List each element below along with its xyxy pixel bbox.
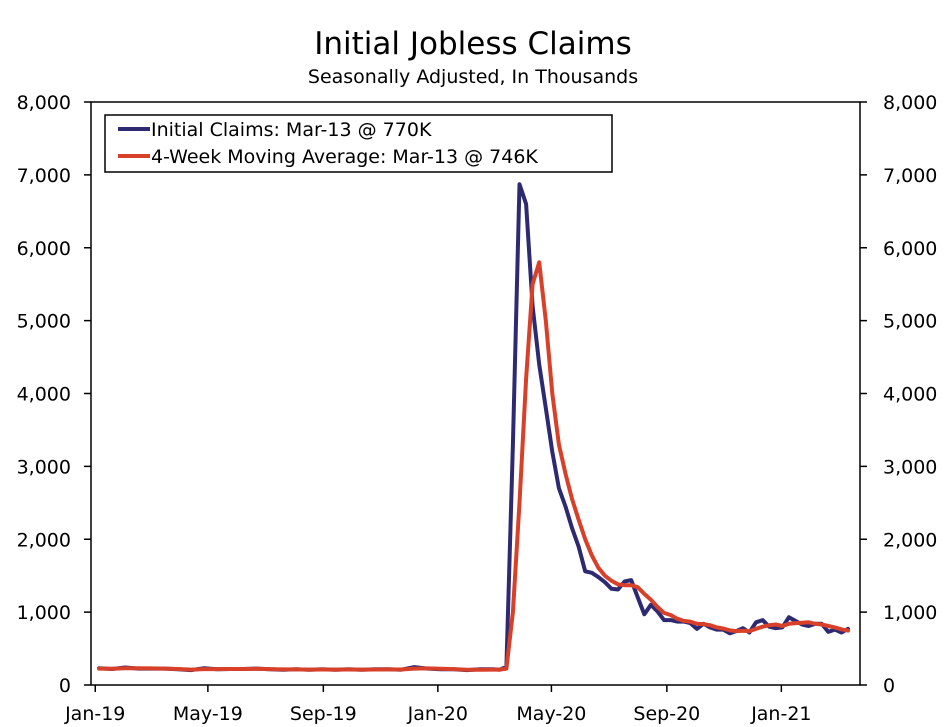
legend-box xyxy=(104,114,613,173)
y-tick-label-left: 1,000 xyxy=(17,602,71,624)
y-tick-label-left: 5,000 xyxy=(17,311,71,333)
series-line-moving-average xyxy=(97,260,850,672)
y-tick-label-right: 7,000 xyxy=(883,165,937,187)
x-tick-label: May-19 xyxy=(173,703,243,725)
x-tick-label: Jan-21 xyxy=(750,703,811,725)
y-tick-label-left: 0 xyxy=(59,675,71,697)
legend-label-initial-claims: Initial Claims: Mar-13 @ 770K xyxy=(151,119,432,141)
y-tick-label-right: 8,000 xyxy=(883,92,937,114)
y-tick-label-left: 8,000 xyxy=(17,92,71,114)
axes: 0 0 1,000 1,000 2,000 2,000 3,000 3,000 4,000 4,0… xyxy=(17,92,938,725)
y-tick-label-left: 2,000 xyxy=(17,529,71,551)
y-tick-label-left: 4,000 xyxy=(17,384,71,406)
y-tick-label-right: 1,000 xyxy=(883,602,937,624)
series-lines xyxy=(97,182,850,673)
y-tick-label-right: 0 xyxy=(883,675,895,697)
series-line-initial-claims xyxy=(97,182,850,673)
legend-label-moving-average: 4-Week Moving Average: Mar-13 @ 746K xyxy=(151,146,538,168)
plot-frame xyxy=(90,101,861,686)
y-tick-label-right: 2,000 xyxy=(883,529,937,551)
chart-subtitle: Seasonally Adjusted, In Thousands xyxy=(308,66,638,88)
y-tick-label-right: 3,000 xyxy=(883,456,937,478)
x-tick-label: Jan-19 xyxy=(64,703,125,725)
x-tick-label: Sep-20 xyxy=(633,703,700,725)
x-tick-label: Jan-20 xyxy=(407,703,468,725)
x-tick-label: Sep-19 xyxy=(290,703,357,725)
y-tick-label-right: 5,000 xyxy=(883,311,937,333)
x-tick-label: May-20 xyxy=(516,703,586,725)
legend: Initial Claims: Mar-13 @ 770K 4-Week Mov… xyxy=(104,114,613,173)
y-tick-label-right: 6,000 xyxy=(883,238,937,260)
y-tick-label-right: 4,000 xyxy=(883,384,937,406)
y-tick-label-left: 3,000 xyxy=(17,456,71,478)
chart-title: Initial Jobless Claims xyxy=(314,26,631,62)
y-tick-label-left: 7,000 xyxy=(17,165,71,187)
y-tick-label-left: 6,000 xyxy=(17,238,71,260)
